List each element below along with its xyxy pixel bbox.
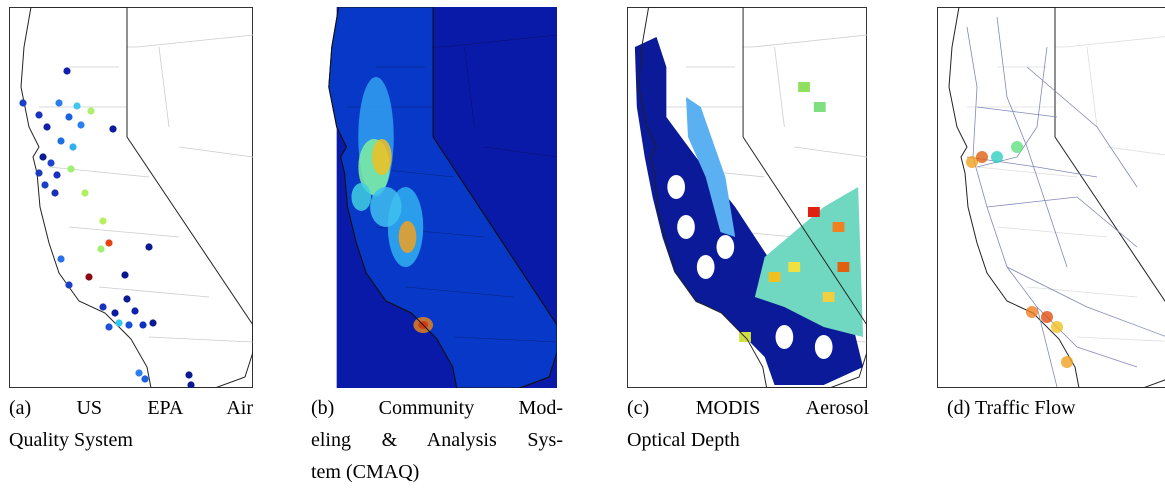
- traffic-hotspot: [1011, 141, 1023, 153]
- aod-cell: [798, 82, 810, 92]
- station: [43, 123, 50, 130]
- station: [19, 99, 26, 106]
- caption-line: (d) Traffic Flow: [947, 392, 1165, 424]
- traffic-hotspot: [1061, 356, 1073, 368]
- station: [87, 107, 94, 114]
- station: [149, 319, 156, 326]
- map-panel: [317, 7, 557, 388]
- page: (a) US EPA AirQuality System (b) Communi…: [0, 0, 1165, 504]
- station: [57, 137, 64, 144]
- station: [145, 243, 152, 250]
- map-panel: [937, 7, 1165, 388]
- station: [81, 189, 88, 196]
- gap: [776, 325, 794, 349]
- station: [41, 181, 48, 188]
- station: [109, 125, 116, 132]
- station: [105, 239, 112, 246]
- station: [115, 319, 122, 326]
- station: [77, 121, 84, 128]
- station: [139, 321, 146, 328]
- hotspot: [370, 187, 401, 227]
- hotspot: [351, 183, 371, 211]
- station: [57, 255, 64, 262]
- gap: [697, 255, 715, 279]
- station: [123, 295, 130, 302]
- caption-line: eling & Analysis Sys-: [311, 424, 563, 456]
- hotspot: [399, 221, 417, 253]
- map-panel: [627, 7, 867, 388]
- traffic-hotspot: [976, 151, 988, 163]
- station: [97, 245, 104, 252]
- aod-cell: [788, 262, 800, 272]
- traffic-hotspot: [1041, 311, 1053, 323]
- traffic-hotspot: [1026, 306, 1038, 318]
- traffic-hotspot: [991, 151, 1003, 163]
- station: [47, 159, 54, 166]
- traffic-hotspot: [1051, 321, 1063, 333]
- station: [63, 67, 70, 74]
- station: [55, 99, 62, 106]
- station: [125, 321, 132, 328]
- caption: (b) Community Mod-eling & Analysis Sys-t…: [311, 392, 563, 488]
- aod-cell: [823, 292, 835, 302]
- station: [69, 143, 76, 150]
- aod-cell: [769, 272, 781, 282]
- aod-cell: [833, 222, 845, 232]
- caption-line: (c) MODIS Aerosol: [627, 392, 869, 424]
- caption-line: tem (CMAQ): [311, 456, 563, 488]
- station: [67, 165, 74, 172]
- hotspot: [372, 139, 392, 175]
- station: [111, 309, 118, 316]
- caption: (d) Traffic Flow: [947, 392, 1165, 424]
- station: [51, 189, 58, 196]
- station: [65, 113, 72, 120]
- station: [141, 375, 148, 382]
- caption-line: (a) US EPA Air: [9, 392, 253, 424]
- gap: [677, 215, 695, 239]
- caption-line: Quality System: [9, 424, 253, 456]
- caption-line: (b) Community Mod-: [311, 392, 563, 424]
- station: [39, 153, 46, 160]
- station: [99, 217, 106, 224]
- gap: [717, 235, 735, 259]
- station: [53, 171, 60, 178]
- station: [121, 271, 128, 278]
- station: [35, 111, 42, 118]
- station: [185, 371, 192, 378]
- gap: [667, 175, 685, 199]
- station: [135, 369, 142, 376]
- station: [131, 307, 138, 314]
- gap: [815, 335, 833, 359]
- station: [105, 323, 112, 330]
- aod-cell: [837, 262, 849, 272]
- aod-cell: [814, 102, 826, 112]
- map-panel: [9, 7, 253, 388]
- aod-cell: [808, 207, 820, 217]
- station: [85, 273, 92, 280]
- station: [35, 169, 42, 176]
- caption-line: Optical Depth: [627, 424, 869, 456]
- station: [99, 303, 106, 310]
- station: [65, 281, 72, 288]
- station: [73, 102, 80, 109]
